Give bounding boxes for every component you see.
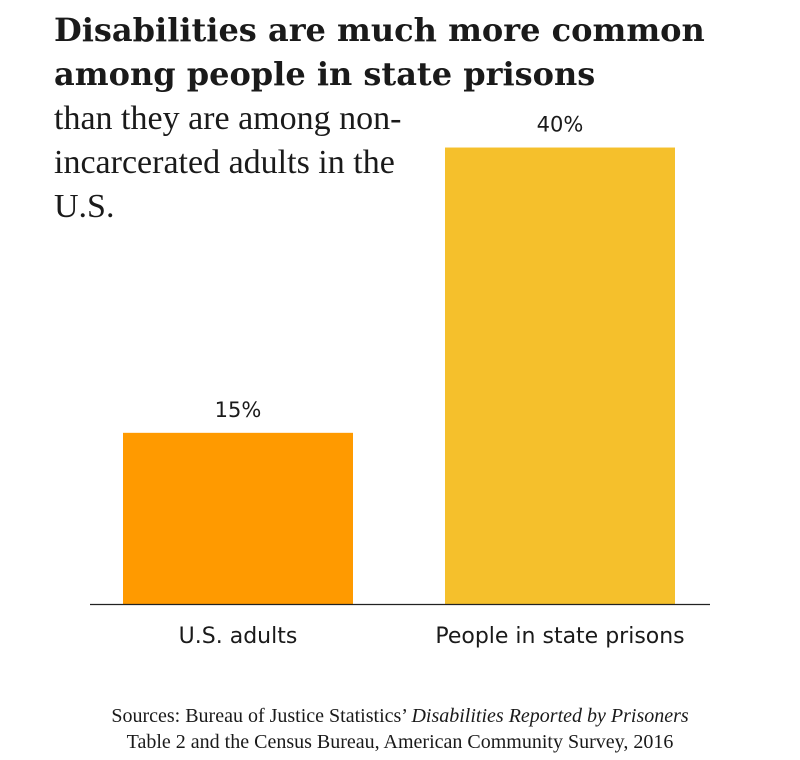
value-label-people-in-state-prisons: 40% — [537, 113, 584, 137]
sources-line-2: Table 2 and the Census Bureau, American … — [126, 731, 674, 753]
category-label-u-s-adults: U.S. adults — [179, 624, 298, 649]
bar-people-in-state-prisons — [445, 147, 675, 604]
chart-subtitle: than they are among non-incarcerated adu… — [54, 100, 402, 225]
sources-line-1: Sources: Bureau of Justice Statistics’ D… — [0, 703, 800, 729]
sources-prefix: Sources: Bureau of Justice Statistics’ — [111, 705, 412, 727]
sources-report-title: Disabilities Reported by Prisoners — [411, 705, 689, 727]
chart-title: Disabilities are much more common among … — [54, 11, 705, 93]
bar-u-s-adults — [123, 432, 353, 604]
sources-note: Sources: Bureau of Justice Statistics’ D… — [0, 703, 800, 755]
category-label-people-in-state-prisons: People in state prisons — [435, 624, 684, 649]
value-label-u-s-adults: 15% — [215, 398, 262, 422]
bars: 15% U.S. adults 40% People in state prisons — [123, 113, 685, 649]
